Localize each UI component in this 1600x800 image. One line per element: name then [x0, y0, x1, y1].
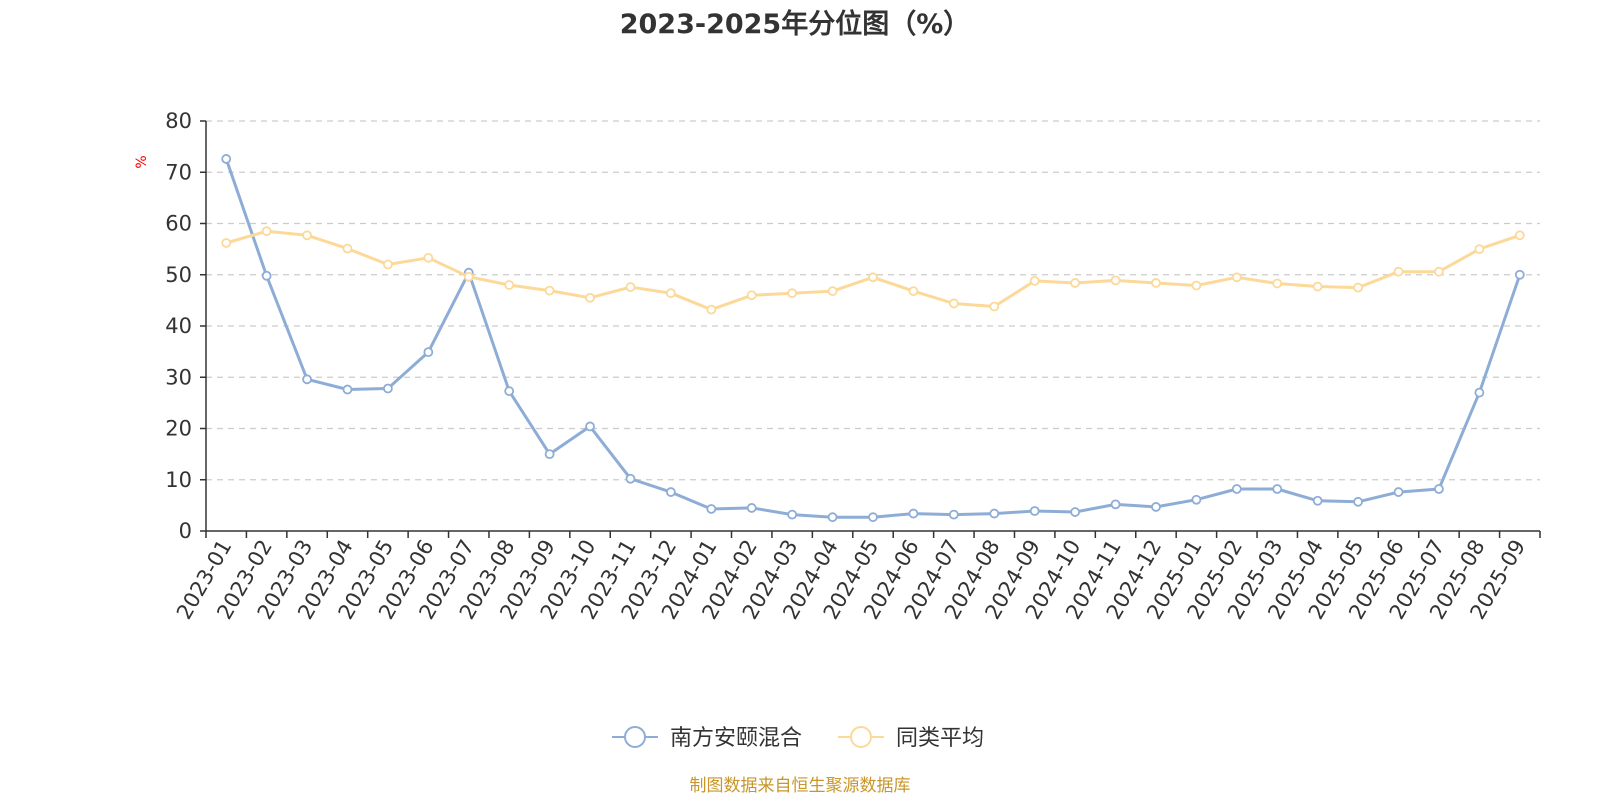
- data-point[interactable]: [342, 243, 353, 254]
- axes: [200, 120, 1541, 538]
- data-point[interactable]: [665, 487, 676, 497]
- series-line-1: [225, 229, 1521, 312]
- data-point[interactable]: [665, 288, 676, 299]
- data-point[interactable]: [746, 290, 757, 301]
- data-point[interactable]: [1353, 496, 1363, 507]
- data-point[interactable]: [463, 271, 474, 282]
- data-point[interactable]: [1312, 281, 1323, 292]
- data-point[interactable]: [1393, 487, 1404, 497]
- y-tick-label: 0: [179, 519, 192, 543]
- data-point[interactable]: [1393, 266, 1404, 277]
- data-point[interactable]: [1272, 278, 1283, 289]
- legend-item-1[interactable]: 同类平均: [838, 726, 984, 751]
- y-tick-label: 20: [165, 417, 192, 441]
- y-tick-labels: 0 10 20 30 40 50 60 70 80: [165, 109, 192, 543]
- data-point[interactable]: [261, 226, 272, 237]
- data-point[interactable]: [1474, 387, 1485, 398]
- data-point[interactable]: [989, 508, 1000, 519]
- data-point[interactable]: [787, 509, 798, 520]
- y-tick-label: 80: [165, 109, 192, 133]
- data-point[interactable]: [706, 304, 717, 315]
- data-point[interactable]: [342, 384, 353, 395]
- data-point[interactable]: [868, 272, 878, 283]
- legend-item-0[interactable]: 南方安颐混合: [612, 726, 802, 751]
- series-line-0: [224, 158, 1522, 519]
- data-point[interactable]: [1029, 506, 1040, 516]
- data-point[interactable]: [1272, 484, 1283, 494]
- data-point[interactable]: [261, 270, 272, 281]
- data-point[interactable]: [1191, 280, 1202, 291]
- data-point[interactable]: [1151, 502, 1161, 512]
- data-point[interactable]: [221, 238, 232, 248]
- series-1: [221, 226, 1525, 315]
- legend[interactable]: 南方安颐混合 同类平均: [612, 726, 984, 751]
- data-point[interactable]: [1514, 269, 1525, 280]
- x-tick-labels: 2023-012023-022023-032023-042023-052023-…: [172, 536, 1530, 624]
- data-point[interactable]: [908, 508, 919, 519]
- data-point[interactable]: [544, 285, 555, 296]
- data-point[interactable]: [1191, 494, 1202, 505]
- legend-label-1: 同类平均: [896, 726, 984, 751]
- data-point[interactable]: [1231, 272, 1242, 283]
- legend-marker-0: [624, 726, 646, 748]
- data-point[interactable]: [302, 230, 312, 241]
- legend-marker-1: [850, 726, 872, 748]
- y-tick-label: 10: [165, 468, 192, 492]
- data-point[interactable]: [423, 252, 434, 263]
- data-point[interactable]: [221, 154, 232, 164]
- y-tick-label: 50: [165, 263, 192, 287]
- y-tick-label: 60: [165, 212, 192, 236]
- data-point[interactable]: [383, 383, 393, 394]
- data-point[interactable]: [908, 286, 919, 297]
- chart-title: 2023-2025年分位图（%）: [620, 8, 971, 40]
- data-point[interactable]: [746, 503, 757, 513]
- data-point[interactable]: [1434, 266, 1444, 277]
- data-point[interactable]: [1353, 282, 1363, 293]
- data-point[interactable]: [1312, 495, 1323, 506]
- data-point[interactable]: [1231, 484, 1242, 494]
- data-point[interactable]: [544, 449, 555, 460]
- data-point[interactable]: [585, 292, 595, 303]
- data-point[interactable]: [625, 282, 636, 292]
- data-point[interactable]: [1514, 230, 1525, 241]
- data-point[interactable]: [827, 512, 838, 523]
- data-point[interactable]: [827, 286, 838, 297]
- data-point[interactable]: [868, 512, 878, 523]
- data-point[interactable]: [1070, 507, 1081, 517]
- data-point[interactable]: [625, 473, 636, 484]
- data-point[interactable]: [302, 374, 312, 385]
- data-point[interactable]: [1029, 275, 1040, 286]
- data-point[interactable]: [423, 347, 434, 358]
- data-point[interactable]: [1474, 244, 1485, 255]
- y-tick-label: 70: [165, 160, 192, 184]
- data-point[interactable]: [1110, 275, 1121, 286]
- data-point[interactable]: [989, 301, 1000, 312]
- legend-label-0: 南方安颐混合: [670, 726, 802, 751]
- y-tick-label: 40: [165, 314, 192, 338]
- data-point[interactable]: [504, 280, 515, 290]
- data-point[interactable]: [383, 259, 393, 270]
- data-point[interactable]: [1151, 278, 1161, 288]
- data-point[interactable]: [706, 504, 717, 514]
- y-tick-label: 30: [165, 365, 192, 389]
- grid-lines: [206, 120, 1540, 481]
- data-point[interactable]: [948, 298, 959, 309]
- data-point[interactable]: [1110, 499, 1121, 510]
- source-note: 制图数据来自恒生聚源数据库: [690, 776, 911, 796]
- data-point[interactable]: [948, 509, 959, 520]
- y-axis-label: %: [134, 155, 150, 168]
- series-0: [221, 154, 1525, 523]
- data-point[interactable]: [787, 288, 798, 299]
- data-point[interactable]: [1434, 484, 1444, 494]
- data-point[interactable]: [504, 386, 515, 396]
- data-point[interactable]: [585, 421, 595, 432]
- data-point[interactable]: [1070, 278, 1081, 288]
- series-lines: [221, 154, 1525, 523]
